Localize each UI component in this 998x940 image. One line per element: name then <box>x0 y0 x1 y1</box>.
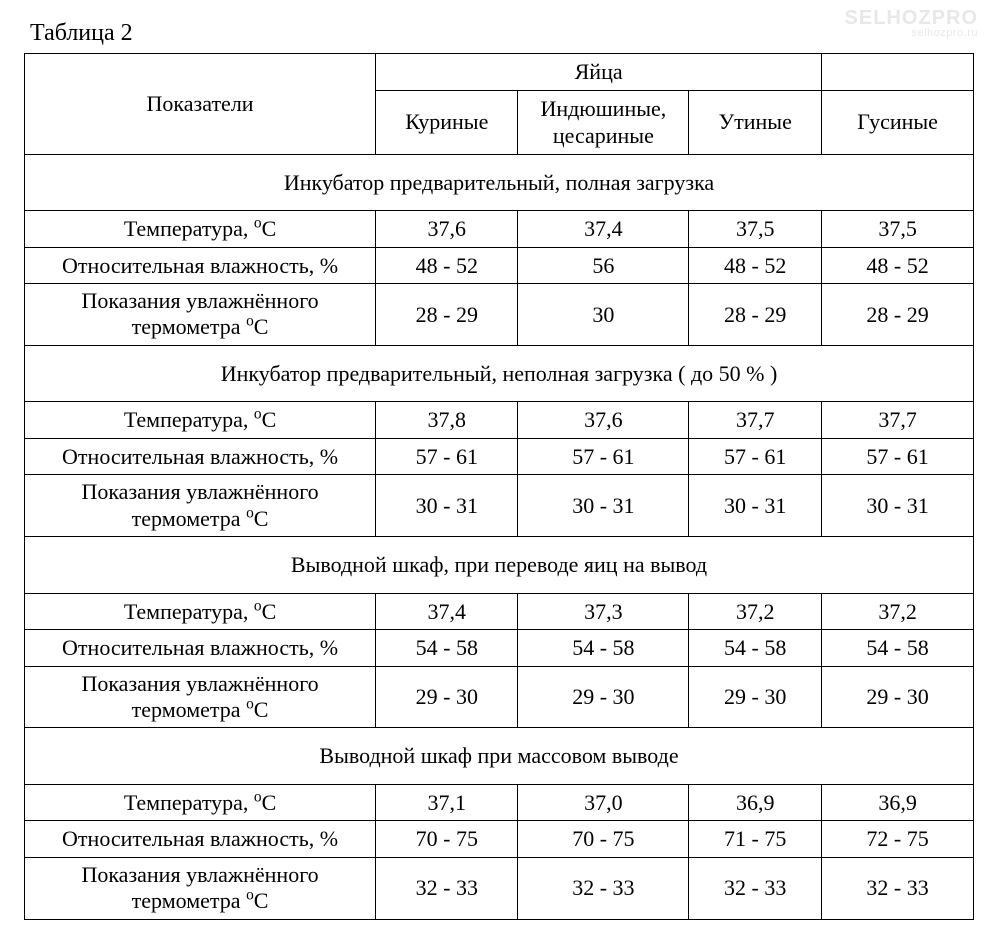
table-cell: 29 - 30 <box>822 666 974 728</box>
param-label: Показания увлажнённоготермометра оС <box>25 666 376 728</box>
param-label: Температура, оС <box>25 402 376 439</box>
table-cell: 48 - 52 <box>822 247 974 284</box>
table-cell: 29 - 30 <box>518 666 689 728</box>
table-cell: 30 <box>518 284 689 346</box>
table-cell: 37,5 <box>822 211 974 248</box>
table-cell: 37,7 <box>822 402 974 439</box>
table-cell: 56 <box>518 247 689 284</box>
table-cell: 37,4 <box>376 593 518 630</box>
param-label: Показания увлажнённоготермометра оС <box>25 857 376 919</box>
section-title-row: Выводной шкаф, при переводе яиц на вывод <box>25 537 974 594</box>
header-eggs-group: Яйца <box>376 54 822 91</box>
table-row: Показания увлажнённоготермометра оС32 - … <box>25 857 974 919</box>
table-cell: 71 - 75 <box>689 821 822 858</box>
table-cell: 57 - 61 <box>518 438 689 475</box>
watermark-line2: selhozpro.ru <box>845 28 978 39</box>
param-label: Температура, оС <box>25 784 376 821</box>
header-col-goose: Гусиные <box>822 90 974 154</box>
param-label: Относительная влажность, % <box>25 821 376 858</box>
table-row: Температура, оС37,437,337,237,2 <box>25 593 974 630</box>
table-row: Температура, оС37,837,637,737,7 <box>25 402 974 439</box>
table-cell: 37,8 <box>376 402 518 439</box>
section-title: Выводной шкаф при массовом выводе <box>25 728 974 785</box>
table-row: Показания увлажнённоготермометра оС29 - … <box>25 666 974 728</box>
table-cell: 37,3 <box>518 593 689 630</box>
section-title-row: Выводной шкаф при массовом выводе <box>25 728 974 785</box>
table-cell: 48 - 52 <box>376 247 518 284</box>
header-parameters: Показатели <box>25 54 376 155</box>
table-cell: 30 - 31 <box>518 475 689 537</box>
table-cell: 29 - 30 <box>376 666 518 728</box>
table-row: Температура, оС37,137,036,936,9 <box>25 784 974 821</box>
table-header: Показатели Яйца Куриные Индюшиные, цесар… <box>25 54 974 155</box>
section-title-row: Инкубатор предварительный, неполная загр… <box>25 345 974 402</box>
table-cell: 37,2 <box>689 593 822 630</box>
table-cell: 70 - 75 <box>376 821 518 858</box>
table-cell: 48 - 52 <box>689 247 822 284</box>
param-label: Температура, оС <box>25 593 376 630</box>
table-cell: 28 - 29 <box>689 284 822 346</box>
table-cell: 37,6 <box>376 211 518 248</box>
table-cell: 32 - 33 <box>518 857 689 919</box>
table-cell: 54 - 58 <box>376 630 518 667</box>
param-label: Относительная влажность, % <box>25 438 376 475</box>
table-cell: 54 - 58 <box>518 630 689 667</box>
table-cell: 37,2 <box>822 593 974 630</box>
table-cell: 72 - 75 <box>822 821 974 858</box>
table-cell: 32 - 33 <box>376 857 518 919</box>
table-row: Температура, оС37,637,437,537,5 <box>25 211 974 248</box>
table-caption: Таблица 2 <box>30 20 974 47</box>
watermark: SELHOZPRO selhozpro.ru <box>845 8 978 39</box>
table-cell: 37,4 <box>518 211 689 248</box>
header-col-turkey-guinea: Индюшиные, цесариные <box>518 90 689 154</box>
table-cell: 32 - 33 <box>822 857 974 919</box>
table-cell: 37,7 <box>689 402 822 439</box>
table-cell: 36,9 <box>822 784 974 821</box>
table-row: Относительная влажность, %54 - 5854 - 58… <box>25 630 974 667</box>
table-row: Относительная влажность, %57 - 6157 - 61… <box>25 438 974 475</box>
header-col-duck: Утиные <box>689 90 822 154</box>
table-row: Относительная влажность, %48 - 525648 - … <box>25 247 974 284</box>
table-cell: 57 - 61 <box>376 438 518 475</box>
section-title: Инкубатор предварительный, полная загруз… <box>25 154 974 211</box>
table-body: Инкубатор предварительный, полная загруз… <box>25 154 974 919</box>
table-row: Относительная влажность, %70 - 7570 - 75… <box>25 821 974 858</box>
table-cell: 28 - 29 <box>822 284 974 346</box>
watermark-line1: SELHOZPRO <box>845 7 978 29</box>
incubation-table: Показатели Яйца Куриные Индюшиные, цесар… <box>24 53 974 920</box>
table-cell: 30 - 31 <box>689 475 822 537</box>
table-cell: 37,0 <box>518 784 689 821</box>
param-label: Относительная влажность, % <box>25 247 376 284</box>
table-row: Показания увлажнённоготермометра оС28 - … <box>25 284 974 346</box>
section-title-row: Инкубатор предварительный, полная загруз… <box>25 154 974 211</box>
table-cell: 32 - 33 <box>689 857 822 919</box>
section-title: Инкубатор предварительный, неполная загр… <box>25 345 974 402</box>
param-label: Относительная влажность, % <box>25 630 376 667</box>
table-row: Показания увлажнённоготермометра оС30 - … <box>25 475 974 537</box>
table-cell: 36,9 <box>689 784 822 821</box>
table-cell: 28 - 29 <box>376 284 518 346</box>
param-label: Показания увлажнённоготермометра оС <box>25 284 376 346</box>
table-cell: 30 - 31 <box>822 475 974 537</box>
table-cell: 54 - 58 <box>689 630 822 667</box>
section-title: Выводной шкаф, при переводе яиц на вывод <box>25 537 974 594</box>
table-cell: 29 - 30 <box>689 666 822 728</box>
table-cell: 37,5 <box>689 211 822 248</box>
table-cell: 70 - 75 <box>518 821 689 858</box>
table-cell: 57 - 61 <box>822 438 974 475</box>
table-cell: 37,1 <box>376 784 518 821</box>
param-label: Температура, оС <box>25 211 376 248</box>
table-cell: 37,6 <box>518 402 689 439</box>
table-cell: 30 - 31 <box>376 475 518 537</box>
header-blank <box>822 54 974 91</box>
table-cell: 57 - 61 <box>689 438 822 475</box>
header-col-chicken: Куриные <box>376 90 518 154</box>
table-cell: 54 - 58 <box>822 630 974 667</box>
param-label: Показания увлажнённоготермометра оС <box>25 475 376 537</box>
